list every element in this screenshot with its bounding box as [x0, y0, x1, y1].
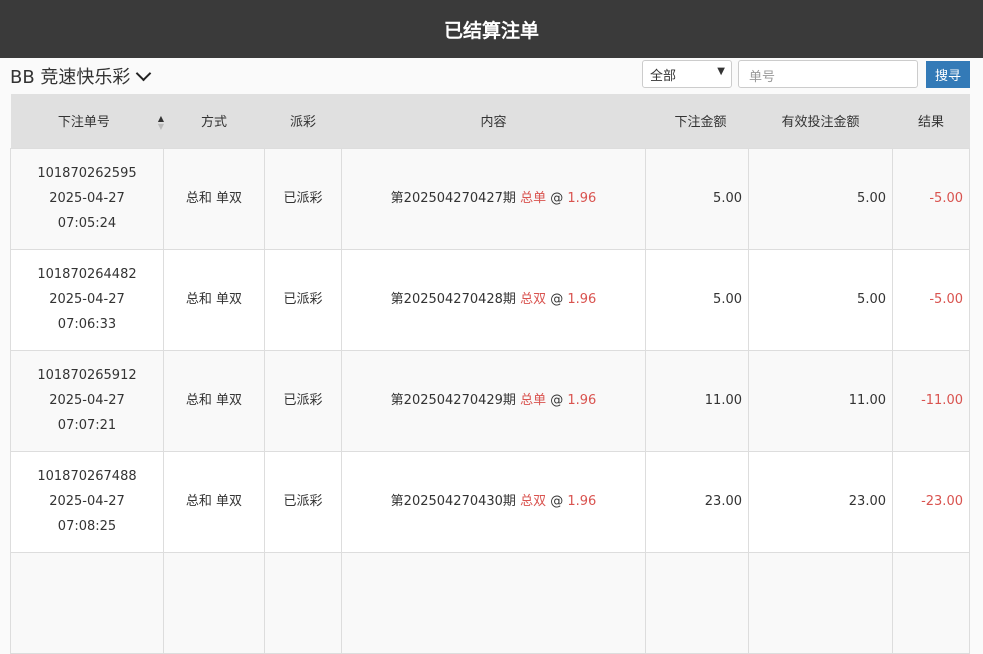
table-row: 101870267488 2025-04-27 07:08:25 总和 单双 已派彩…: [10, 450, 970, 553]
order-date: 2025-04-27: [49, 292, 125, 307]
order-date: 2025-04-27: [49, 494, 125, 509]
column-header-order-number[interactable]: 下注单号 ▲ ▼: [10, 94, 165, 148]
chevron-down-icon: [136, 65, 152, 81]
amount-cell: 23.00: [645, 450, 749, 553]
table-row: 101870262595 2025-04-27 07:05:24 总和 单双 已派彩…: [10, 147, 970, 250]
period: 第202504270428期: [390, 292, 516, 307]
column-header-content: 内容: [341, 94, 646, 148]
content-cell: 第202504270429期 总单 @ 1.96: [341, 349, 646, 452]
bets-table: 下注单号 ▲ ▼ 方式 派彩 内容 下注金额 有效投注金额 结果 101870262…: [10, 94, 970, 654]
column-header-payout: 派彩: [264, 94, 342, 148]
order-time: 07:06:33: [57, 317, 117, 332]
odds: 1.96: [567, 393, 597, 408]
result-cell: -11.00: [892, 349, 970, 452]
search-button[interactable]: 搜寻: [926, 61, 970, 88]
payout-cell: 已派彩: [264, 349, 342, 452]
game-selector[interactable]: BB 竞速快乐彩: [10, 63, 153, 89]
content-cell: 第202504270427期 总单 @ 1.96: [341, 147, 646, 250]
at-sign: @: [550, 494, 564, 509]
valid-amount-cell: 11.00: [748, 349, 893, 452]
period: 第202504270427期: [390, 191, 516, 206]
order-number-input[interactable]: 单号: [738, 60, 918, 88]
order-date: 2025-04-27: [49, 393, 125, 408]
column-header-amount: 下注金额: [645, 94, 749, 148]
page-header: 已结算注单: [0, 0, 983, 58]
pick: 总双: [520, 292, 547, 307]
payout-cell: 已派彩: [264, 248, 342, 351]
pick: 总单: [520, 393, 547, 408]
column-header-valid-amount: 有效投注金额: [748, 94, 893, 148]
payout-cell: 已派彩: [264, 450, 342, 553]
at-sign: @: [550, 191, 564, 206]
order-cell: 101870267488 2025-04-27 07:08:25: [10, 450, 164, 553]
column-header-result: 结果: [892, 94, 970, 148]
result-cell: -5.00: [892, 248, 970, 351]
method-cell: 总和 单双: [163, 349, 265, 452]
content-cell: 第202504270428期 总双 @ 1.96: [341, 248, 646, 351]
at-sign: @: [550, 393, 564, 408]
order-number: 101870265912: [37, 368, 137, 383]
order-number: 101870262595: [37, 166, 137, 181]
valid-amount-cell: 23.00: [748, 450, 893, 553]
sort-icon[interactable]: ▲ ▼: [157, 113, 165, 131]
column-label: 下注单号: [57, 115, 110, 130]
amount-cell: 5.00: [645, 248, 749, 351]
at-sign: @: [550, 292, 564, 307]
odds: 1.96: [567, 292, 597, 307]
result-cell: -23.00: [892, 450, 970, 553]
table-row: 101870265912 2025-04-27 07:07:21 总和 单双 已派彩…: [10, 349, 970, 452]
pick: 总单: [520, 191, 547, 206]
table-row: [10, 551, 970, 654]
order-cell: 101870262595 2025-04-27 07:05:24: [10, 147, 164, 250]
valid-amount-cell: 5.00: [748, 147, 893, 250]
page-title: 已结算注单: [443, 19, 539, 42]
order-time: 07:07:21: [57, 418, 117, 433]
search-placeholder: 单号: [749, 70, 776, 85]
odds: 1.96: [567, 191, 597, 206]
amount-cell: 11.00: [645, 349, 749, 452]
order-number: 101870267488: [37, 469, 137, 484]
period: 第202504270430期: [390, 494, 516, 509]
order-cell: 101870264482 2025-04-27 07:06:33: [10, 248, 164, 351]
result-cell: -5.00: [892, 147, 970, 250]
valid-amount-cell: 5.00: [748, 248, 893, 351]
payout-cell: 已派彩: [264, 147, 342, 250]
column-header-method: 方式: [163, 94, 265, 148]
method-cell: 总和 单双: [163, 450, 265, 553]
status-filter-select[interactable]: 全部 ▼: [642, 60, 732, 88]
amount-cell: 5.00: [645, 147, 749, 250]
chevron-down-icon: ▼: [717, 66, 725, 77]
period: 第202504270429期: [390, 393, 516, 408]
order-time: 07:05:24: [57, 216, 117, 231]
order-cell: 101870265912 2025-04-27 07:07:21: [10, 349, 164, 452]
toolbar: BB 竞速快乐彩 全部 ▼ 单号 搜寻: [0, 58, 983, 94]
status-filter-value: 全部: [650, 69, 677, 84]
table-row: 101870264482 2025-04-27 07:06:33 总和 单双 已派彩…: [10, 248, 970, 351]
order-date: 2025-04-27: [49, 191, 125, 206]
order-number: 101870264482: [37, 267, 137, 282]
method-cell: 总和 单双: [163, 147, 265, 250]
game-name: BB 竞速快乐彩: [10, 67, 131, 88]
odds: 1.96: [567, 494, 597, 509]
method-cell: 总和 单双: [163, 248, 265, 351]
pick: 总双: [520, 494, 547, 509]
content-cell: 第202504270430期 总双 @ 1.96: [341, 450, 646, 553]
order-time: 07:08:25: [57, 519, 117, 534]
